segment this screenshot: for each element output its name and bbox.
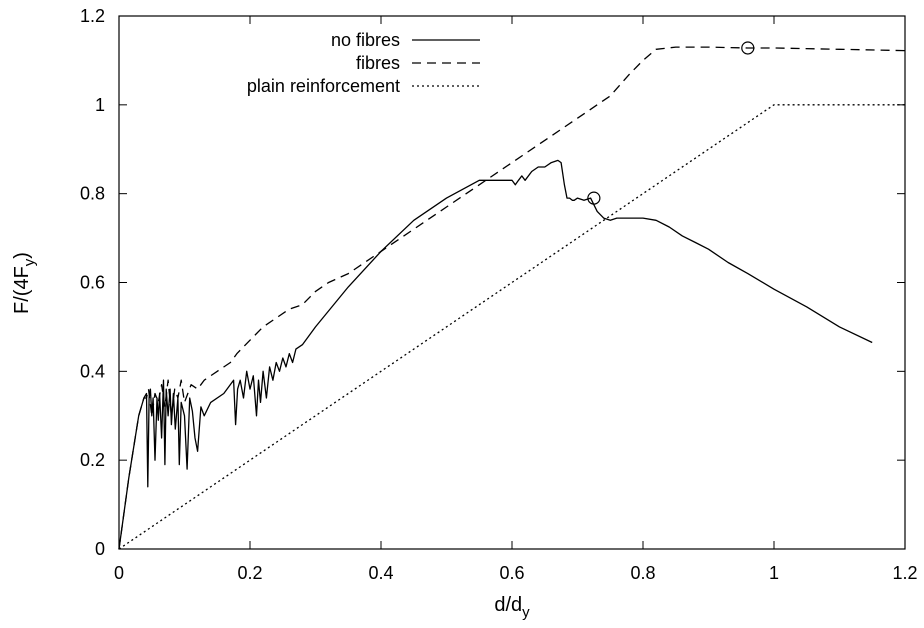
legend-label: fibres: [356, 53, 400, 73]
x-tick-label: 0.8: [630, 563, 655, 583]
marker-fibres: [741, 41, 755, 55]
axis-ticks: 0 0.2 0.4 0.6 0.8 1 1.2 0 0.2 0.4 0.6 0.8 1 1.2: [80, 6, 918, 583]
legend-label: no fibres: [331, 30, 400, 50]
plot-frame: [118, 15, 906, 550]
y-axis-label-main: F/(4F: [11, 266, 33, 314]
x-tick-label: 0: [114, 563, 124, 583]
y-tick-label: 0.8: [80, 184, 105, 204]
x-tick-label: 0.4: [368, 563, 393, 583]
legend: no fibres fibres plain reinforcement: [247, 30, 480, 96]
y-tick-label: 1.2: [80, 6, 105, 26]
series-line-fibres: [118, 46, 906, 550]
marker-no-fibres: [587, 191, 601, 205]
legend-label: plain reinforcement: [247, 76, 400, 96]
x-tick-label: 1.2: [892, 563, 917, 583]
x-axis-label-main: d/d: [494, 594, 522, 616]
marker-layer: [587, 41, 755, 205]
x-axis-label-sub: y: [522, 604, 530, 621]
y-tick-label: 1: [95, 95, 105, 115]
series-line-plain-reinforcement: [118, 104, 905, 550]
series-line-no-fibres: [118, 159, 873, 550]
x-tick-label: 0.6: [499, 563, 524, 583]
y-axis-label-sub: y: [21, 258, 38, 266]
y-axis-label-end: ): [11, 252, 33, 259]
y-tick-label: 0.4: [80, 361, 105, 381]
x-tick-label: 0.2: [237, 563, 262, 583]
x-axis-label: d/dy: [494, 594, 530, 621]
y-tick-label: 0: [95, 539, 105, 559]
y-axis-label: F/(4Fy): [11, 252, 38, 314]
y-tick-label: 0.6: [80, 273, 105, 293]
x-tick-label: 1: [769, 563, 779, 583]
series-layer: [118, 46, 906, 550]
y-tick-label: 0.2: [80, 450, 105, 470]
